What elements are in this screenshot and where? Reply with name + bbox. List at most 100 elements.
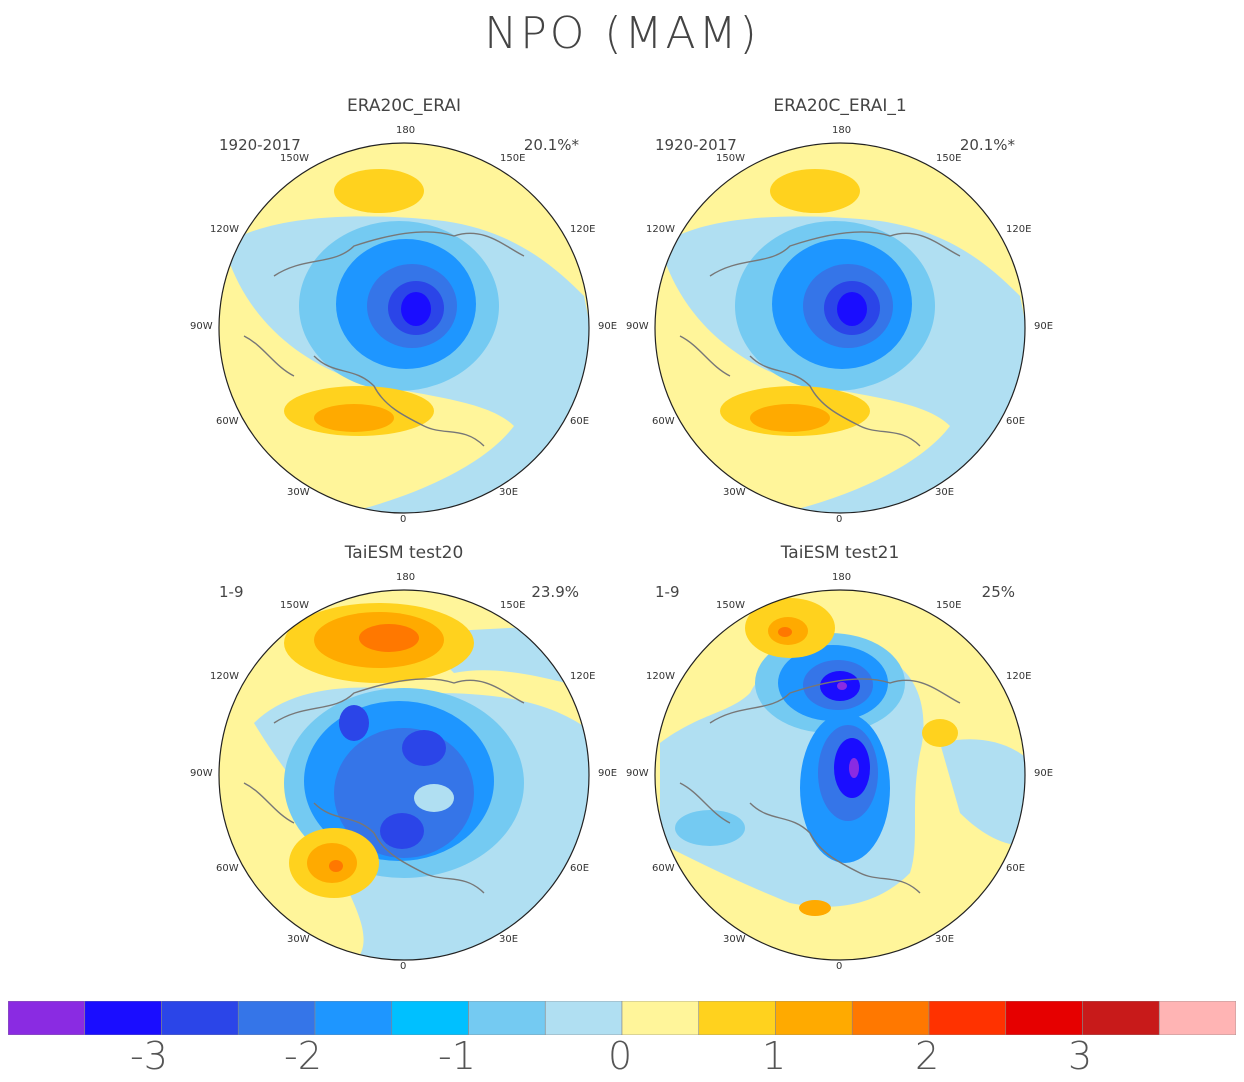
colorbar-swatch [237,1001,316,1035]
lon-label-60e: 60E [570,416,590,427]
colorbar-swatch [928,1001,1007,1035]
lon-label-150w: 150W [716,600,745,611]
colorbar-swatch [8,1001,86,1035]
lon-label-150e: 150E [936,153,962,164]
lon-label-60w: 60W [652,863,675,874]
colorbar-swatch [775,1001,853,1035]
colorbar-swatch [621,1001,700,1035]
contour-negative-5a [837,682,847,690]
colorbar-label: -2 [284,1034,322,1078]
lon-label-90w: 90W [190,321,213,332]
coastline [679,678,961,894]
lon-label-0: 0 [836,514,843,525]
lon-label-180: 180 [832,125,852,136]
lon-label-90e: 90E [1034,768,1054,779]
colorbar-swatch [1158,1001,1236,1035]
contour-negative-4c [339,705,369,741]
lon-label-30e: 30E [935,934,955,945]
contour-negative-4b [380,813,424,849]
coastline [243,678,525,894]
lon-label-150w: 150W [716,153,745,164]
colorbar-swatch [314,1001,393,1035]
lon-label-30w: 30W [287,934,310,945]
lon-label-120w: 120W [646,671,675,682]
lon-label-0: 0 [400,961,407,972]
contour-positive-east [922,719,958,747]
lon-label-60w: 60W [216,416,239,427]
map-panel-era20c-erai-1: ERA20C_ERAI_1 1920-2017 20.1%* 180 150W … [620,96,1060,536]
lon-label-150w: 150W [280,153,309,164]
coastline [679,231,961,447]
contour-positive-atlantic-core [750,404,830,432]
panel-title: ERA20C_ERAI_1 [773,96,907,116]
colorbar-label: 1 [762,1034,787,1078]
colorbar-swatch [544,1001,623,1035]
polar-map [654,142,1026,514]
colorbar-swatch [84,1001,162,1035]
lon-label-120e: 120E [570,671,596,682]
lon-label-120w: 120W [210,671,239,682]
contour-positive-pacific-3 [359,624,419,652]
lon-label-90e: 90E [598,768,618,779]
contour-weak [414,784,454,812]
lon-label-30e: 30E [499,487,519,498]
polar-map [218,142,590,514]
lon-label-150e: 150E [500,153,526,164]
contour-negative-4b [849,758,859,778]
map-panel-era20c-erai: ERA20C_ERAI 1920-2017 20.1%* 180 150W 15… [184,96,624,536]
coastline [243,231,525,447]
lon-label-0: 0 [400,514,407,525]
colorbar-swatch [851,1001,930,1035]
colorbar-label: 0 [608,1034,633,1078]
contour-positive-atlantic-core [314,404,394,432]
lon-label-150w: 150W [280,600,309,611]
contour-positive-pacific [770,169,860,213]
colorbar-label: 3 [1068,1034,1093,1078]
lon-label-180: 180 [396,125,416,136]
lon-label-90e: 90E [598,321,618,332]
colorbar-label: -1 [438,1034,476,1078]
lon-label-120e: 120E [1006,224,1032,235]
contour-positive-atlantic [799,900,831,916]
lon-label-30e: 30E [499,934,519,945]
polar-map [218,589,590,961]
lon-label-60w: 60W [216,863,239,874]
colorbar [8,1001,1236,1035]
lon-label-120e: 120E [1006,671,1032,682]
lon-label-30w: 30W [723,934,746,945]
contour-positive-pacific-3 [778,627,792,637]
lon-label-60e: 60E [570,863,590,874]
lon-label-60w: 60W [652,416,675,427]
contour-negative-5 [401,292,431,326]
main-title: NPO (MAM) [484,8,760,59]
colorbar-swatch [698,1001,776,1035]
colorbar-swatch [1005,1001,1083,1035]
lon-label-0: 0 [836,961,843,972]
lon-label-90w: 90W [190,768,213,779]
contour-positive-atlantic-3 [329,860,343,872]
lon-label-180: 180 [832,572,852,583]
variance-label: 25% [981,583,1015,601]
lon-label-30w: 30W [723,487,746,498]
variance-label: 23.9% [531,583,579,601]
negative-region-east [940,739,1025,846]
colorbar-swatch [1082,1001,1160,1035]
panel-title: ERA20C_ERAI [346,96,461,116]
lon-label-120w: 120W [646,224,675,235]
period-label: 1920-2017 [219,136,301,154]
lon-label-90w: 90W [626,768,649,779]
colorbar-swatch [391,1001,469,1035]
panel-title: TaiESM test21 [780,543,900,563]
contour-negative-west [675,810,745,846]
lon-label-90w: 90W [626,321,649,332]
lon-label-60e: 60E [1006,863,1026,874]
variance-label: 20.1%* [959,136,1015,154]
contour-negative-4a [402,730,446,766]
period-label: 1-9 [219,583,244,601]
lon-label-60e: 60E [1006,416,1026,427]
map-panel-taiesm-test20: TaiESM test20 1-9 23.9% 180 150W 150E 12… [184,543,624,983]
period-label: 1-9 [655,583,680,601]
colorbar-swatch [161,1001,239,1035]
colorbar-label: -3 [130,1034,168,1078]
colorbar-label: 2 [915,1034,940,1078]
